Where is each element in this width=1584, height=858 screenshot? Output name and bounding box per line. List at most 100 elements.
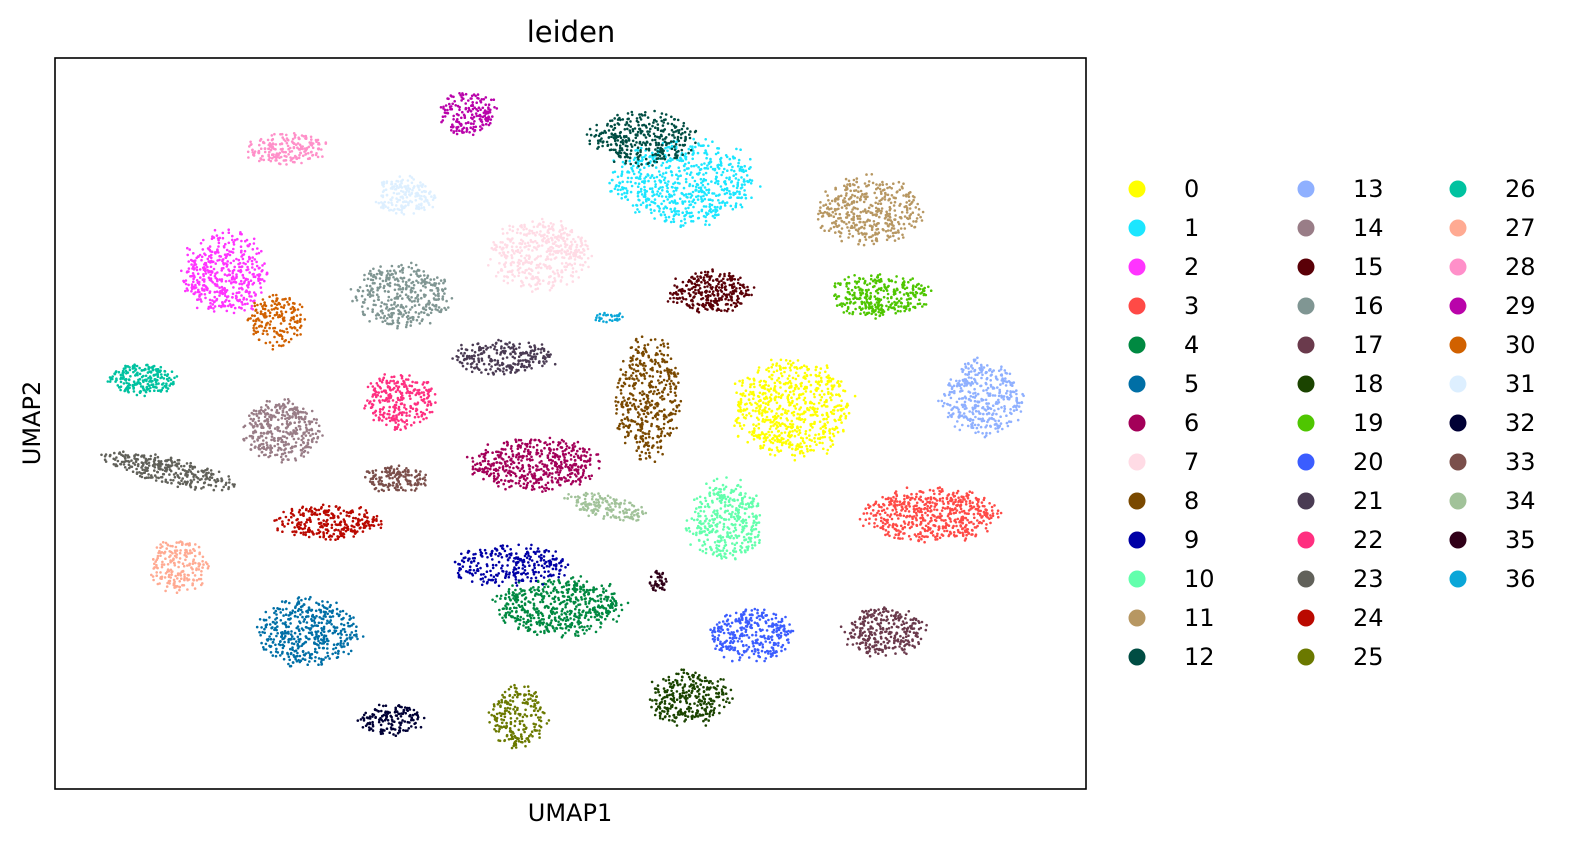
point-6 <box>548 436 552 440</box>
point-8 <box>649 404 652 407</box>
point-6 <box>558 465 561 468</box>
point-8 <box>616 400 620 404</box>
point-3 <box>909 538 912 541</box>
point-2 <box>232 311 236 315</box>
point-1 <box>702 144 705 147</box>
point-1 <box>647 164 651 168</box>
point-8 <box>631 371 635 375</box>
point-4 <box>535 610 538 613</box>
point-0 <box>844 416 847 420</box>
point-1 <box>673 193 676 196</box>
point-6 <box>567 479 570 482</box>
point-0 <box>749 414 753 418</box>
point-6 <box>582 469 586 473</box>
point-5 <box>296 647 300 650</box>
point-5 <box>308 637 311 641</box>
point-8 <box>663 413 666 417</box>
point-1 <box>651 151 654 155</box>
point-4 <box>573 625 577 628</box>
point-2 <box>258 281 262 285</box>
point-4 <box>582 585 585 588</box>
point-5 <box>296 642 300 646</box>
point-5 <box>326 647 329 650</box>
point-4 <box>594 630 598 634</box>
point-0 <box>768 375 771 379</box>
point-1 <box>676 158 679 161</box>
point-4 <box>520 600 523 604</box>
point-5 <box>340 633 343 636</box>
point-3 <box>933 518 937 522</box>
point-8 <box>632 354 635 358</box>
point-8 <box>670 379 673 383</box>
point-7 <box>573 240 577 243</box>
point-7 <box>493 247 497 250</box>
point-0 <box>752 423 755 426</box>
point-8 <box>674 366 677 370</box>
point-3 <box>934 535 937 539</box>
point-9 <box>515 584 519 587</box>
point-1 <box>654 166 658 169</box>
point-5 <box>313 642 316 645</box>
point-8 <box>669 390 672 394</box>
point-8 <box>636 364 640 368</box>
point-6 <box>533 476 536 480</box>
point-0 <box>775 362 779 365</box>
point-7 <box>586 247 590 251</box>
point-2 <box>184 279 188 282</box>
point-3 <box>904 506 907 509</box>
point-7 <box>519 246 522 249</box>
point-5 <box>289 613 292 616</box>
point-5 <box>298 632 302 636</box>
point-1 <box>709 165 713 169</box>
point-3 <box>959 525 963 528</box>
point-8 <box>641 434 645 438</box>
point-0 <box>752 382 756 386</box>
point-6 <box>502 441 506 445</box>
point-1 <box>723 192 727 196</box>
point-5 <box>263 631 267 635</box>
point-6 <box>540 449 543 452</box>
point-8 <box>619 388 623 392</box>
point-1 <box>732 174 735 177</box>
point-3 <box>897 517 900 520</box>
point-5 <box>320 660 323 664</box>
point-2 <box>218 294 221 297</box>
point-1 <box>708 208 712 212</box>
point-0 <box>739 392 742 396</box>
point-8 <box>640 373 643 377</box>
point-1 <box>692 205 695 209</box>
point-7 <box>535 231 539 234</box>
point-4 <box>538 621 542 624</box>
point-3 <box>924 524 928 528</box>
point-4 <box>547 594 551 598</box>
point-3 <box>947 534 950 538</box>
point-3 <box>923 529 927 532</box>
point-8 <box>660 430 664 433</box>
point-7 <box>551 284 555 288</box>
point-6 <box>471 460 475 463</box>
point-3 <box>872 514 875 517</box>
point-5 <box>315 601 318 605</box>
point-5 <box>317 603 321 606</box>
point-8 <box>656 450 660 454</box>
point-9 <box>485 570 489 573</box>
point-2 <box>227 268 230 271</box>
point-4 <box>507 595 511 599</box>
point-5 <box>283 640 286 644</box>
point-0 <box>771 363 775 366</box>
point-1 <box>717 147 721 150</box>
point-0 <box>805 444 808 448</box>
point-8 <box>648 435 651 439</box>
point-8 <box>646 343 650 346</box>
point-2 <box>228 303 232 306</box>
point-5 <box>271 641 275 644</box>
point-9 <box>486 564 489 568</box>
point-4 <box>575 605 578 608</box>
point-1 <box>697 186 701 190</box>
point-8 <box>626 430 629 434</box>
point-4 <box>522 624 525 627</box>
point-9 <box>558 572 561 576</box>
point-4 <box>550 611 553 614</box>
point-0 <box>777 395 780 399</box>
point-8 <box>669 399 672 403</box>
